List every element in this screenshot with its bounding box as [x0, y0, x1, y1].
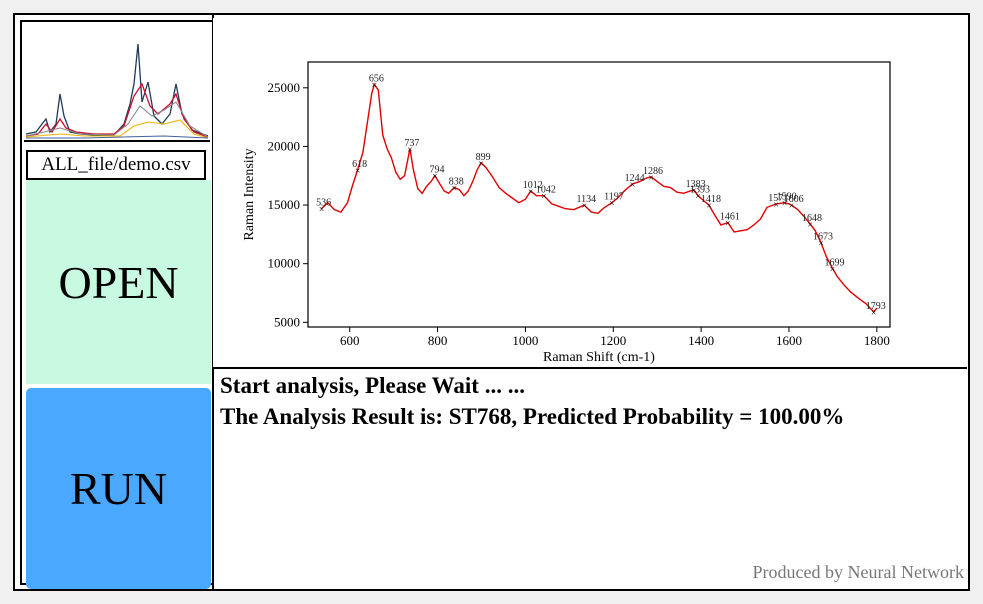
peak-marker: × — [773, 200, 779, 211]
peak-marker: × — [630, 180, 636, 191]
status-text: Start analysis, Please Wait ... ... — [220, 373, 525, 398]
spectrum-line — [321, 82, 878, 313]
file-path-label: ALL_file/demo.csv — [26, 150, 206, 180]
peak-marker: × — [695, 192, 701, 203]
raman-spectrum-chart: 600 800 1000 1200 1400 1600 1800 5000 10000 15000… — [242, 61, 891, 365]
peak-label: 1197 — [604, 192, 624, 203]
app-window: ALL_file/demo.csv OPEN RUN 600 800 1000 120… — [13, 13, 970, 591]
spectrum-chart-panel: 600 800 1000 1200 1400 1600 1800 5000 10000 15000… — [213, 18, 967, 369]
x-tick-label: 1800 — [864, 333, 890, 348]
peak-marker: × — [782, 199, 788, 210]
peak-label: 838 — [449, 176, 464, 187]
y-tick-label: 15000 — [268, 197, 301, 212]
peak-label: 1383 — [686, 179, 706, 190]
x-tick-label: 1000 — [512, 333, 538, 348]
peak-label: 536 — [316, 198, 331, 209]
peak-marker: × — [807, 220, 813, 231]
plot-frame — [307, 61, 891, 328]
peak-marker: × — [528, 187, 534, 198]
peak-label: 1042 — [536, 185, 556, 196]
x-tick-label: 1600 — [776, 333, 802, 348]
y-tick-label: 5000 — [274, 314, 300, 329]
raman-spectra-thumbnail-icon — [24, 24, 210, 142]
peak-label: 1418 — [701, 194, 721, 205]
peak-label: 1673 — [813, 232, 833, 243]
peak-marker: × — [706, 201, 712, 212]
peak-label: 1571 — [768, 193, 788, 204]
open-button[interactable]: OPEN — [26, 180, 211, 384]
run-button[interactable]: RUN — [26, 388, 211, 589]
y-axis-label: Raman Intensity — [242, 148, 257, 240]
peak-label: 794 — [429, 165, 444, 176]
peak-marker: × — [871, 308, 877, 319]
x-tick-label: 1200 — [600, 333, 626, 348]
peak-label: 1699 — [824, 257, 844, 268]
peak-marker: × — [789, 201, 795, 212]
peak-label: 1461 — [720, 212, 740, 223]
peak-marker: × — [355, 166, 361, 177]
x-tick-label: 600 — [340, 333, 360, 348]
peak-label: 1590 — [777, 192, 797, 203]
peak-marker: × — [319, 205, 325, 216]
peak-label: 656 — [369, 73, 384, 84]
peak-marker: × — [372, 80, 378, 91]
peak-label: 1648 — [802, 213, 822, 224]
peak-label: 899 — [476, 152, 491, 163]
peak-label: 1134 — [576, 194, 596, 205]
peak-marker: × — [451, 183, 457, 194]
result-panel: Start analysis, Please Wait ... ... The … — [220, 370, 960, 585]
peak-marker: × — [818, 239, 824, 250]
peak-label: 1793 — [866, 301, 886, 312]
peak-marker: × — [691, 186, 697, 197]
footer-credit: Produced by Neural Network — [752, 562, 964, 582]
peak-marker: × — [478, 159, 484, 170]
y-tick-label: 20000 — [268, 138, 301, 153]
peak-marker: × — [725, 219, 731, 230]
peak-label: 1606 — [784, 194, 804, 205]
peak-label: 1286 — [643, 166, 663, 177]
peak-marker: × — [407, 145, 413, 156]
peak-marker: × — [581, 201, 587, 212]
x-tick-label: 1400 — [688, 333, 714, 348]
y-tick-label: 25000 — [268, 80, 301, 95]
peak-label: 1393 — [690, 185, 710, 196]
peak-marker: × — [541, 192, 547, 203]
peak-marker: × — [830, 264, 836, 275]
analysis-result-text: The Analysis Result is: ST768, Predicted… — [220, 404, 845, 429]
x-tick-label: 800 — [428, 333, 448, 348]
peak-label: 1012 — [523, 180, 543, 191]
control-panel: ALL_file/demo.csv OPEN RUN — [20, 20, 214, 589]
peak-marker: × — [432, 172, 438, 183]
peak-marker: × — [609, 199, 615, 210]
peak-label: 737 — [404, 138, 419, 149]
peak-label: 618 — [352, 159, 367, 170]
peak-label: 1244 — [625, 173, 645, 184]
y-tick-label: 10000 — [268, 256, 301, 271]
x-axis-label: Raman Shift (cm-1) — [543, 350, 655, 365]
peak-marker: × — [648, 173, 654, 184]
